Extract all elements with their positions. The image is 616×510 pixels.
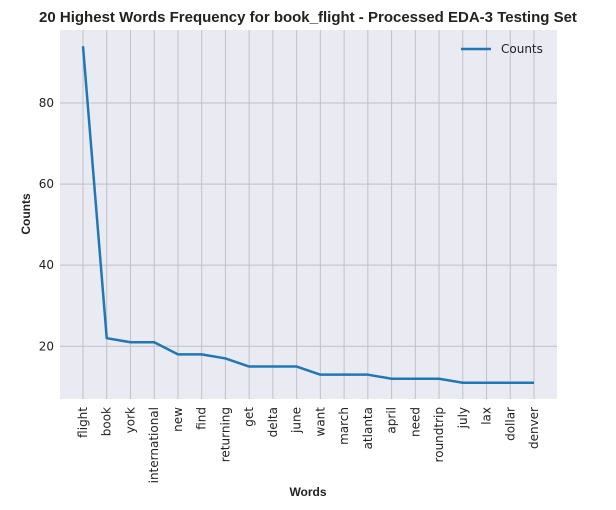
x-tick-label: march xyxy=(337,407,351,445)
x-tick-label: atlanta xyxy=(361,407,375,449)
x-axis-ticks: flight book york international new find return… xyxy=(76,407,541,484)
x-tick-label: get xyxy=(242,407,256,427)
x-tick-label: roundtrip xyxy=(432,407,446,462)
x-tick-label: returning xyxy=(218,407,232,462)
x-tick-label: flight xyxy=(76,407,90,438)
x-tick-label: new xyxy=(171,407,185,432)
x-tick-label: denver xyxy=(527,407,541,449)
grid xyxy=(60,30,557,399)
x-axis-label: Words xyxy=(289,485,326,499)
x-tick-label: june xyxy=(290,407,304,434)
x-tick-label: dollar xyxy=(503,407,517,441)
y-axis-label: Counts xyxy=(19,193,33,235)
legend: Counts xyxy=(461,42,543,56)
y-tick-label: 20 xyxy=(39,339,54,353)
y-tick-label: 60 xyxy=(39,177,54,191)
x-tick-label: delta xyxy=(266,407,280,437)
x-tick-label: lax xyxy=(480,407,494,425)
y-tick-label: 80 xyxy=(39,96,54,110)
x-tick-label: international xyxy=(147,407,161,483)
x-tick-label: need xyxy=(408,407,422,437)
y-tick-label: 40 xyxy=(39,258,54,272)
x-tick-label: find xyxy=(195,407,209,430)
x-tick-label: july xyxy=(456,407,470,429)
x-tick-label: book xyxy=(100,407,114,436)
x-tick-label: want xyxy=(313,407,327,437)
chart-title: 20 Highest Words Frequency for book_flig… xyxy=(39,9,577,26)
series-line-counts xyxy=(81,46,534,385)
x-tick-label: york xyxy=(123,407,137,433)
series-lines xyxy=(81,46,534,385)
y-axis-ticks: 20 40 60 80 xyxy=(39,96,54,353)
plot-area xyxy=(60,30,557,399)
legend-label-counts: Counts xyxy=(501,42,543,56)
x-tick-label: april xyxy=(385,407,399,434)
